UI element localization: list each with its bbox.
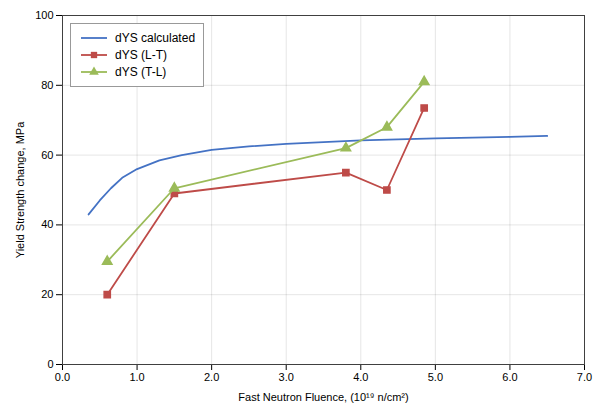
svg-text:6.0: 6.0 bbox=[502, 371, 517, 383]
svg-text:2.0: 2.0 bbox=[204, 371, 219, 383]
svg-text:40: 40 bbox=[41, 218, 53, 230]
svg-text:0.0: 0.0 bbox=[55, 371, 70, 383]
svg-text:60: 60 bbox=[41, 149, 53, 161]
html-text:dYS (L-T): dYS (L-T) bbox=[115, 48, 167, 62]
svg-text:100: 100 bbox=[35, 9, 53, 21]
svg-text:20: 20 bbox=[41, 288, 53, 300]
html-text:dYS calculated: dYS calculated bbox=[115, 31, 196, 45]
svg-text:0: 0 bbox=[47, 358, 53, 370]
svg-text:3.0: 3.0 bbox=[279, 371, 294, 383]
svg-text:80: 80 bbox=[41, 79, 53, 91]
svg-text:4.0: 4.0 bbox=[353, 371, 368, 383]
html-text:dYS (T-L): dYS (T-L) bbox=[115, 65, 167, 79]
svg-text:1.0: 1.0 bbox=[129, 371, 144, 383]
svg-text:Yield Strength change, MPa: Yield Strength change, MPa bbox=[14, 121, 26, 258]
svg-text:5.0: 5.0 bbox=[428, 371, 443, 383]
svg-text:Fast Neutron Fluence, (10¹⁹ n/: Fast Neutron Fluence, (10¹⁹ n/cm²) bbox=[238, 391, 408, 403]
svg-text:7.0: 7.0 bbox=[577, 371, 592, 383]
